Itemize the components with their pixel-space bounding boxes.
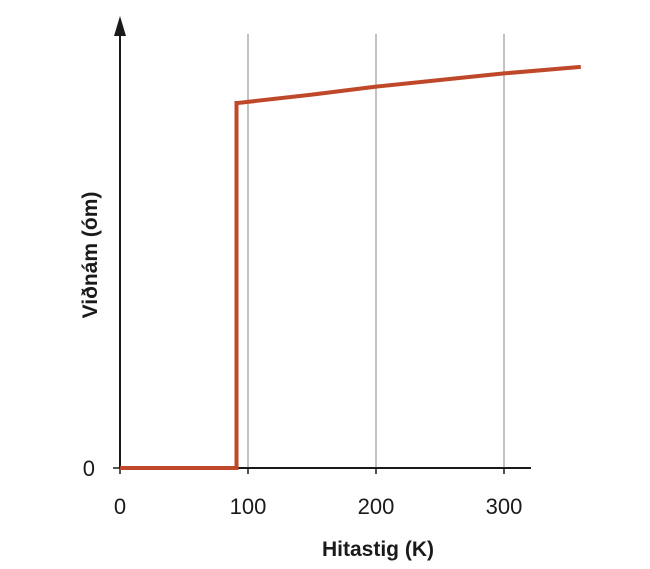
x-axis-title: Hitastig (K) <box>322 538 434 561</box>
x-tick-label-0: 0 <box>114 494 126 519</box>
y-axis-arrowhead <box>114 16 126 36</box>
y-axis-title: Viðnám (óm) <box>79 192 102 319</box>
axes <box>114 16 531 469</box>
data-series <box>120 64 581 470</box>
grid-lines <box>247 34 505 468</box>
y-tick-label-0: 0 <box>83 456 95 481</box>
x-tick-label-100: 100 <box>230 494 267 519</box>
series-line-0 <box>120 64 581 470</box>
tick-labels: 0 100 200 300 0 <box>83 456 523 519</box>
x-tick-label-300: 300 <box>486 494 523 519</box>
x-tick-label-200: 200 <box>358 494 395 519</box>
